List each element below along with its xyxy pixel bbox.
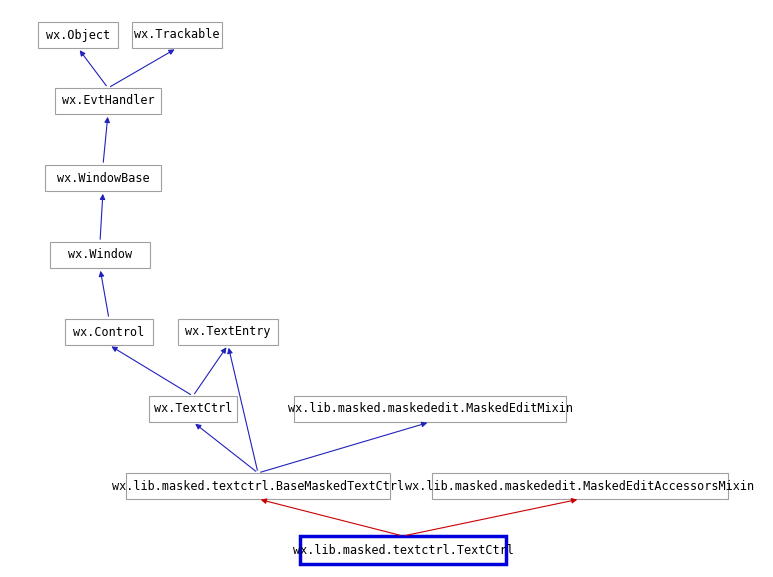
Text: wx.TextCtrl: wx.TextCtrl: [154, 403, 232, 415]
Bar: [149, 396, 237, 422]
Text: wx.lib.masked.textctrl.TextCtrl: wx.lib.masked.textctrl.TextCtrl: [292, 544, 513, 556]
Text: wx.lib.masked.maskededit.MaskedEditAccessorsMixin: wx.lib.masked.maskededit.MaskedEditAcces…: [405, 479, 754, 493]
Bar: [432, 473, 728, 499]
Bar: [126, 473, 390, 499]
Bar: [38, 22, 118, 48]
Bar: [65, 319, 153, 345]
Text: wx.Trackable: wx.Trackable: [135, 28, 220, 42]
Text: wx.lib.masked.textctrl.BaseMaskedTextCtrl: wx.lib.masked.textctrl.BaseMaskedTextCtr…: [112, 479, 404, 493]
Text: wx.WindowBase: wx.WindowBase: [56, 171, 149, 185]
Bar: [55, 88, 161, 114]
Text: wx.Window: wx.Window: [68, 249, 132, 261]
Text: wx.EvtHandler: wx.EvtHandler: [62, 95, 155, 107]
Text: wx.Object: wx.Object: [46, 28, 110, 42]
Bar: [132, 22, 222, 48]
Bar: [50, 242, 150, 268]
Bar: [300, 536, 506, 564]
Text: wx.lib.masked.maskededit.MaskedEditMixin: wx.lib.masked.maskededit.MaskedEditMixin: [288, 403, 573, 415]
Bar: [294, 396, 566, 422]
Bar: [45, 165, 161, 191]
Text: wx.Control: wx.Control: [73, 325, 145, 339]
Bar: [178, 319, 278, 345]
Text: wx.TextEntry: wx.TextEntry: [186, 325, 271, 339]
